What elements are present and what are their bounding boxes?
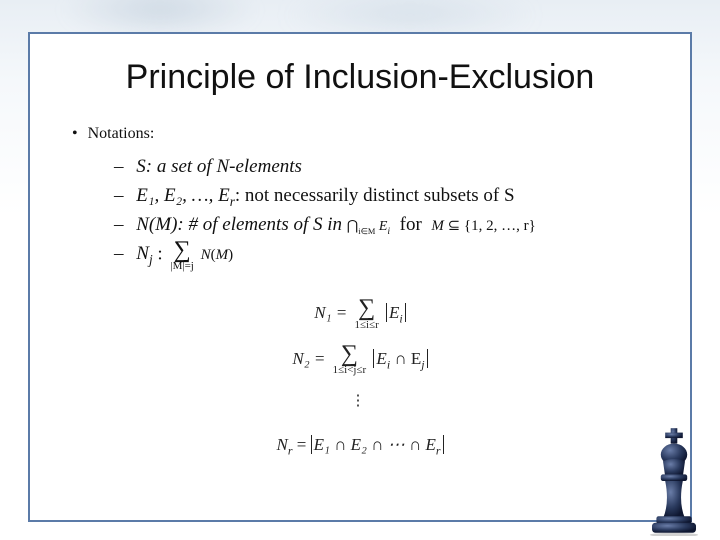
- nj-formula: ∑ |M|=j N(M): [167, 247, 233, 263]
- e-suffix: : not necessarily distinct subsets of S: [235, 185, 515, 206]
- nr-eq: =: [292, 435, 310, 454]
- root-bullet-text: Notations:: [88, 125, 155, 142]
- root-bullet: • Notations:: [72, 125, 654, 143]
- formula-block: N₁ = ∑ 1≤i≤r Ei N₂ = ∑ 1≤i<j≤r Ei ∩ Ej ⋮…: [66, 290, 654, 468]
- dash-icon: –: [114, 214, 124, 235]
- nm-intersect: ⋂i∈M Ei: [347, 219, 390, 234]
- n1-body: Ei: [386, 303, 406, 322]
- nj-label: Nj: [136, 243, 152, 264]
- e-list: E₁, E₂, …, Er: [136, 185, 235, 206]
- nj-colon: :: [153, 243, 163, 264]
- slide-frame: Principle of Inclusion-Exclusion • Notati…: [28, 32, 692, 522]
- nm-prefix: N(M): # of elements of S in: [136, 214, 342, 235]
- chess-king-icon: [638, 426, 710, 536]
- sub-bullet-list: – S: a set of N-elements – E₁, E₂, …, Er…: [114, 153, 654, 272]
- bullet-dot: •: [72, 125, 78, 142]
- sub-item-nm: – N(M): # of elements of S in ⋂i∈M Ei fo…: [114, 211, 654, 240]
- formula-nr: Nr = E₁ ∩ E₂ ∩ ⋯ ∩ Er: [276, 426, 443, 464]
- sigma-icon: ∑ 1≤i≤r: [354, 298, 378, 331]
- formula-n2: N₂ = ∑ 1≤i<j≤r Ei ∩ Ej: [292, 340, 427, 378]
- nr-lhs: Nr: [276, 435, 292, 454]
- dash-icon: –: [114, 243, 124, 264]
- slide-title: Principle of Inclusion-Exclusion: [66, 58, 654, 97]
- nr-body: E₁ ∩ E₂ ∩ ⋯ ∩ Er: [311, 435, 444, 454]
- sub-item-s: – S: a set of N-elements: [114, 153, 654, 182]
- nm-mid: for: [400, 214, 422, 235]
- formula-dots: ⋮: [351, 385, 370, 418]
- sigma-icon: ∑ |M|=j: [170, 240, 193, 273]
- formula-n1: N₁ = ∑ 1≤i≤r Ei: [314, 294, 405, 332]
- n2-body: Ei ∩ Ej: [373, 349, 427, 368]
- s-label: S: a set of N-elements: [136, 156, 302, 177]
- n1-lhs: N₁ =: [314, 303, 347, 322]
- sub-item-nj: – Nj : ∑ |M|=j N(M): [114, 240, 654, 273]
- dash-icon: –: [114, 185, 124, 206]
- nm-set: M ⊆ {1, 2, …, r}: [431, 218, 535, 234]
- sub-item-e: – E₁, E₂, …, Er: not necessarily distinc…: [114, 182, 654, 212]
- sigma-icon: ∑ 1≤i<j≤r: [333, 344, 367, 377]
- n2-lhs: N₂ =: [292, 349, 325, 368]
- dash-icon: –: [114, 156, 124, 177]
